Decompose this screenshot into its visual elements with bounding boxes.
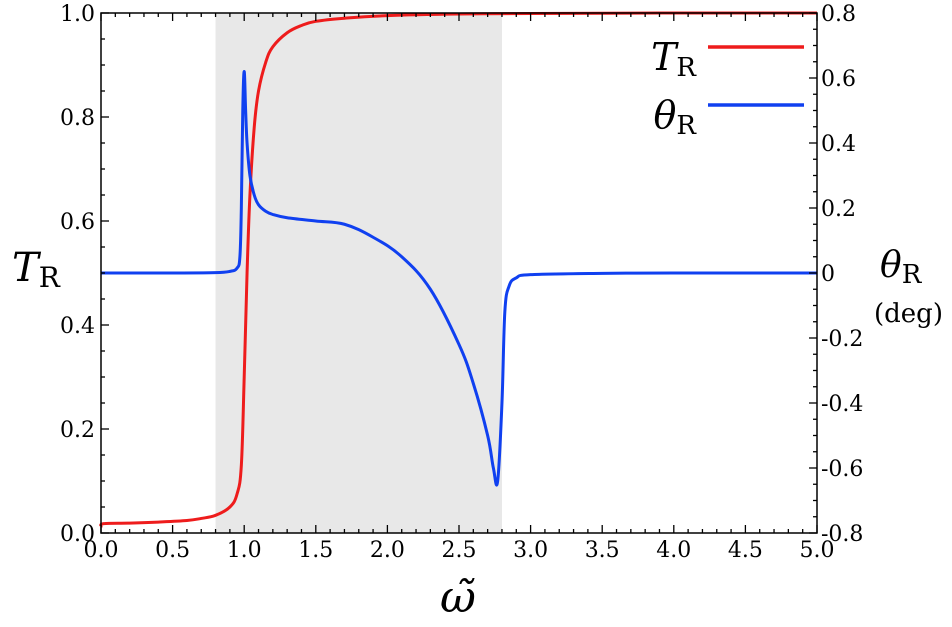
legend-label: TR [651, 35, 697, 83]
x-tick-label: 0.5 [155, 538, 190, 563]
y-left-tick-label: 0.0 [60, 522, 95, 547]
y-right-tick-label: -0.8 [821, 522, 863, 547]
y-right-tick-label: 0 [821, 262, 835, 287]
y-right-axis-title: θR [880, 245, 923, 290]
y-left-tick-label: 0.8 [60, 106, 95, 131]
x-tick-label: 1.5 [298, 538, 333, 563]
x-tick-label: 5.0 [800, 538, 835, 563]
x-tick-label: 3.5 [585, 538, 620, 563]
y-left-axis-title: TR [12, 245, 61, 294]
y-left-tick-label: 0.6 [60, 210, 95, 235]
x-axis-title: ω̃ [440, 572, 476, 623]
y-left-tick-label: 0.2 [60, 418, 95, 443]
x-tick-label: 1.0 [227, 538, 262, 563]
x-tick-label: 4.0 [656, 538, 691, 563]
y-right-tick-label: 0.2 [821, 197, 856, 222]
x-tick-label: 2.0 [370, 538, 405, 563]
shaded-band [215, 13, 502, 533]
y-right-tick-label: -0.4 [821, 392, 863, 417]
legend-label: θR [654, 93, 698, 141]
x-tick-label: 4.5 [728, 538, 763, 563]
y-left-tick-label: 1.0 [60, 2, 95, 27]
y-left-tick-label: 0.4 [60, 314, 95, 339]
x-tick-label: 2.5 [442, 538, 477, 563]
x-tick-label: 0.0 [84, 538, 119, 563]
x-tick-label: 3.0 [513, 538, 548, 563]
y-right-tick-label: 0.6 [821, 67, 856, 92]
y-right-tick-label: -0.2 [821, 327, 863, 352]
y-right-tick-label: 0.4 [821, 132, 856, 157]
series-line-rotation-angle [100, 70, 818, 487]
y-right-axis-unit: (deg) [874, 299, 943, 329]
series-line-transmittance [99, 11, 818, 528]
y-right-tick-label: -0.6 [821, 457, 863, 482]
y-right-tick-label: 0.8 [821, 2, 856, 27]
